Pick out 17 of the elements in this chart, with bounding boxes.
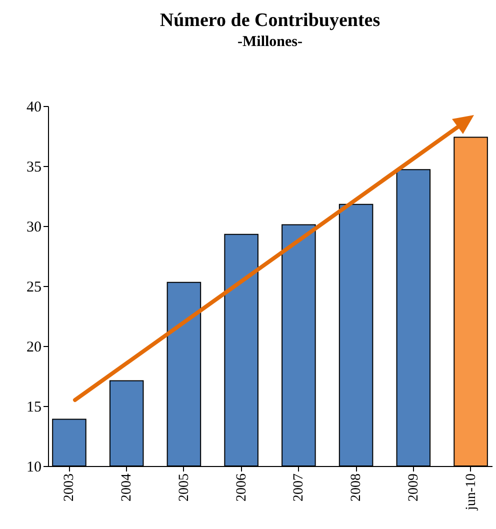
x-tick-label: jun-10 [464, 474, 479, 512]
y-tick-label: 20 [26, 340, 42, 356]
chart-subtitle: -Millones- [238, 34, 302, 50]
x-tick-label: 2007 [292, 474, 307, 502]
x-tick-label: 2009 [406, 474, 422, 502]
y-tick-label: 15 [26, 400, 42, 416]
chart-title: Número de Contribuyentes [160, 10, 380, 31]
x-tick-label: 2006 [234, 474, 250, 502]
y-tick-label: 25 [26, 280, 42, 296]
x-tick-label: 2005 [176, 474, 192, 502]
y-tick-label: 30 [26, 220, 42, 236]
x-tick-label: 2004 [120, 474, 135, 502]
x-tick-label: 2008 [349, 474, 364, 502]
y-tick-label: 35 [26, 160, 42, 176]
x-tick-label: 2003 [62, 474, 78, 502]
y-tick-label: 40 [26, 100, 42, 116]
y-tick-label: 10 [26, 460, 42, 476]
